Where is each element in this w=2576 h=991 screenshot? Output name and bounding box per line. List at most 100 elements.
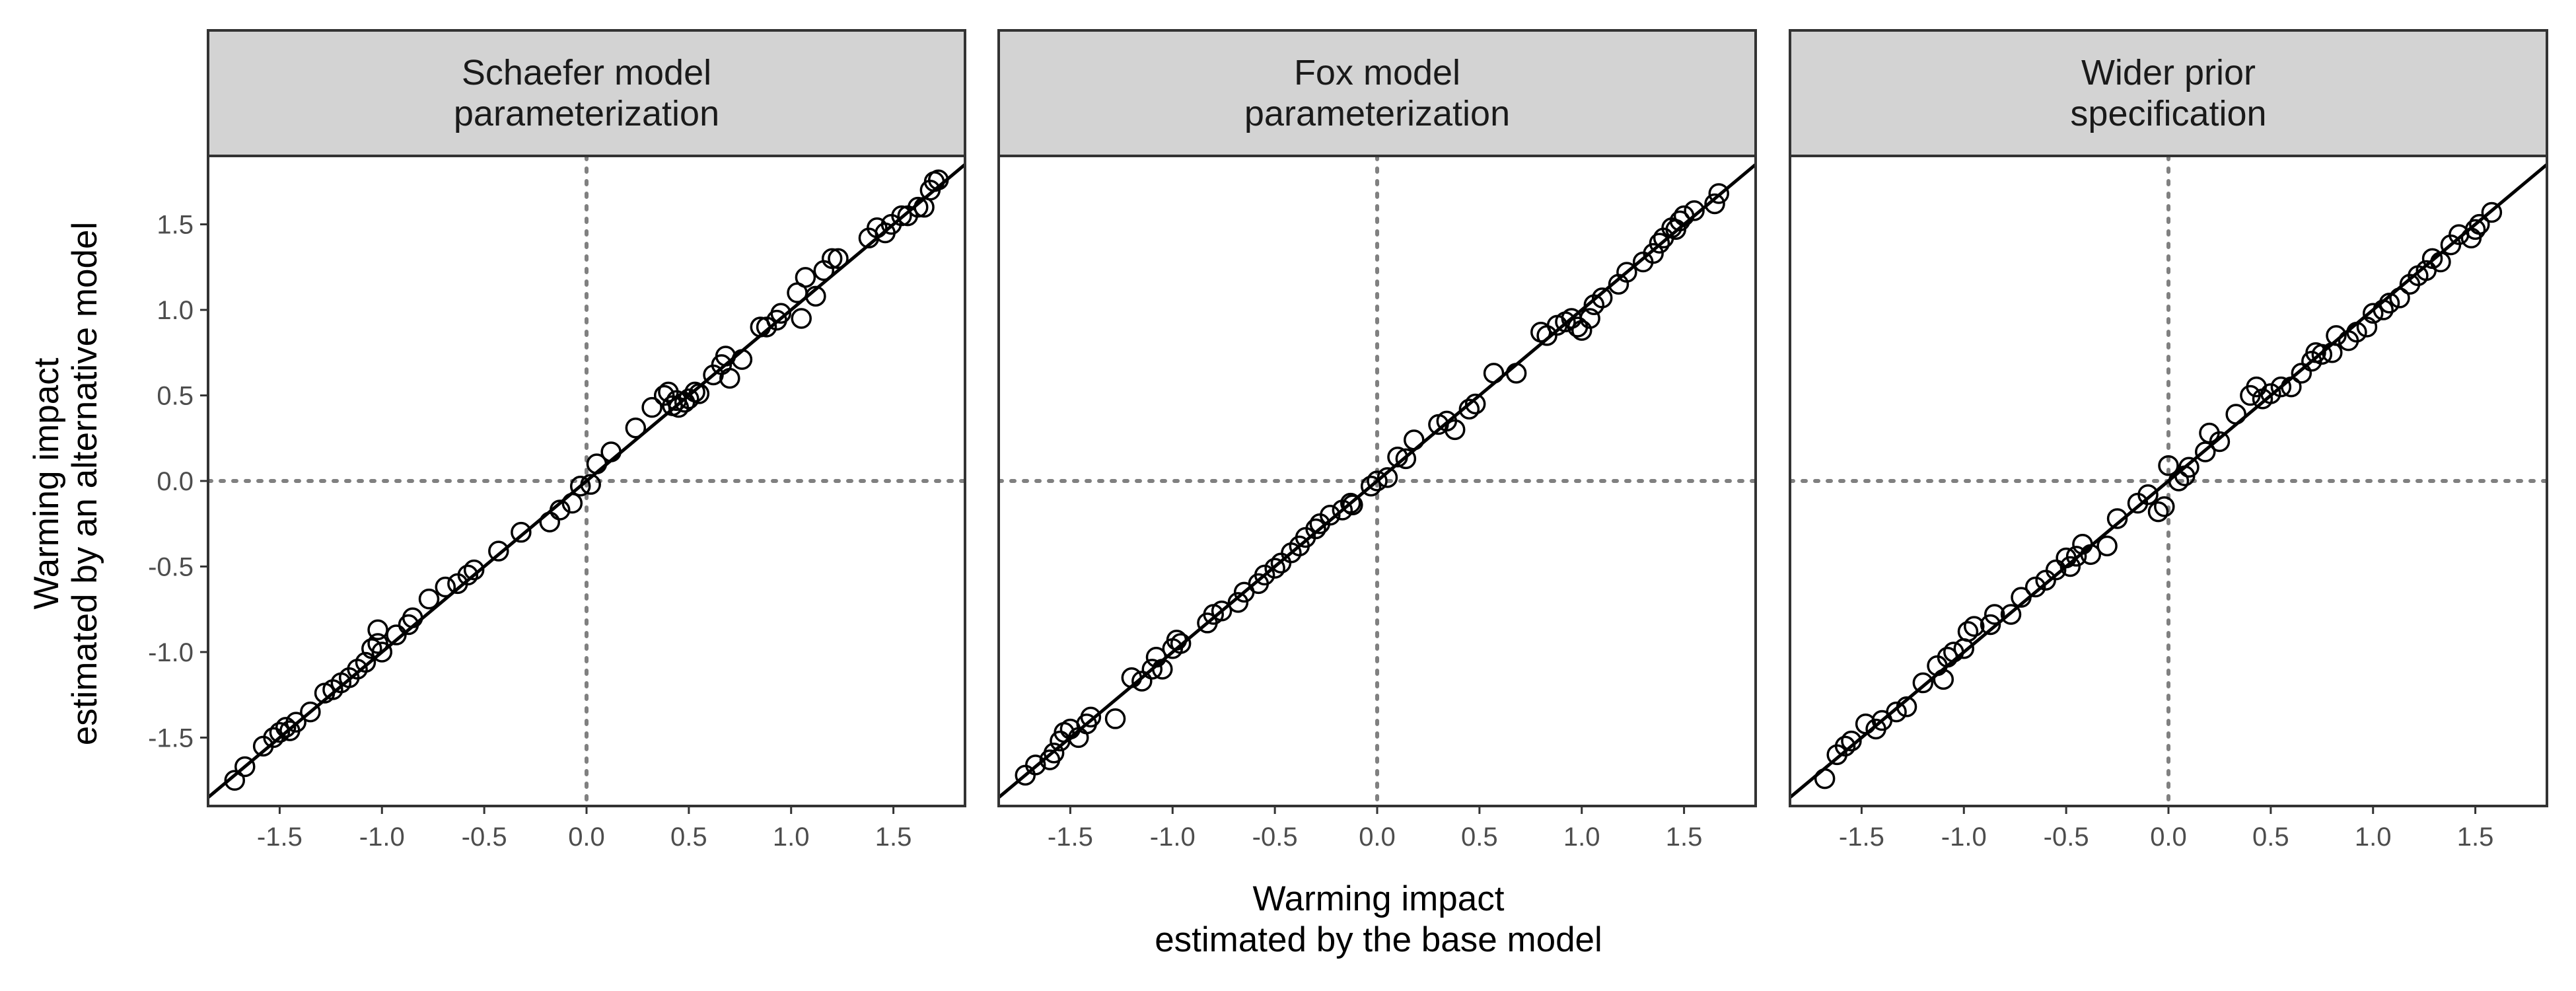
- y-tick-label: 1.0: [157, 296, 194, 325]
- data-point: [418, 588, 440, 610]
- data-point: [1131, 671, 1153, 692]
- data-point: [1579, 308, 1600, 329]
- data-point: [1708, 183, 1729, 204]
- data-point: [1643, 242, 1664, 264]
- x-tick-label: 1.0: [1563, 823, 1600, 852]
- data-point: [791, 308, 812, 329]
- data-point: [1170, 633, 1192, 654]
- data-point: [2379, 292, 2400, 314]
- data-point: [1464, 393, 1486, 415]
- x-tick-label: -1.5: [1839, 823, 1884, 852]
- strip-title-line1: Schaefer model: [462, 53, 711, 92]
- data-point: [361, 638, 382, 659]
- data-point: [1814, 768, 1836, 789]
- data-point: [2225, 404, 2246, 425]
- x-tick-label: 0.5: [670, 823, 707, 852]
- data-point: [511, 521, 532, 543]
- data-point: [463, 559, 485, 581]
- data-point: [457, 564, 479, 586]
- data-point: [821, 248, 843, 270]
- y-tick-label: 0.5: [157, 382, 194, 411]
- data-point: [2311, 344, 2333, 365]
- data-point: [234, 756, 256, 778]
- strip-title-line1: Wider prior: [2081, 53, 2256, 92]
- x-tick-label: -1.0: [1941, 823, 1987, 852]
- data-point: [2080, 544, 2102, 566]
- data-point: [1305, 518, 1326, 540]
- data-point: [1141, 659, 1163, 680]
- data-point: [2024, 576, 2046, 598]
- x-axis-title-line1: Warming impact: [1253, 879, 1505, 918]
- data-point: [367, 619, 388, 641]
- data-point: [2209, 431, 2231, 453]
- data-point: [1395, 448, 1417, 470]
- data-point: [2469, 213, 2490, 235]
- data-point: [1152, 659, 1173, 680]
- data-point: [285, 712, 306, 733]
- data-point: [2291, 363, 2312, 384]
- data-point: [1669, 210, 1691, 232]
- data-point: [2389, 287, 2410, 309]
- y-axis-title: Warming impact estimated by an alternati…: [27, 222, 104, 746]
- data-point: [1964, 616, 1985, 637]
- data-point: [1387, 446, 1408, 468]
- data-point: [1957, 621, 1979, 642]
- data-point: [1834, 735, 1856, 757]
- data-point: [1896, 696, 1917, 717]
- strip-background: [207, 29, 966, 157]
- data-point: [386, 624, 407, 645]
- data-point: [1121, 667, 1143, 688]
- data-point: [1704, 193, 1725, 215]
- data-point: [828, 248, 849, 270]
- data-point: [586, 453, 608, 474]
- data-point: [2147, 501, 2169, 523]
- data-point: [678, 388, 699, 410]
- data-point: [1616, 262, 1637, 283]
- data-point: [641, 396, 662, 418]
- data-point: [2481, 202, 2503, 223]
- data-point: [402, 607, 423, 628]
- data-point: [488, 540, 509, 562]
- y-tick-label: 0.0: [157, 467, 194, 496]
- data-point: [1320, 505, 1341, 526]
- plot-area: [999, 156, 1756, 806]
- x-tick-label: -0.5: [1252, 823, 1298, 852]
- data-point: [2430, 251, 2451, 273]
- data-point: [2045, 559, 2067, 581]
- data-point: [1342, 494, 1363, 516]
- x-tick-label: -1.0: [359, 823, 405, 852]
- data-point: [371, 642, 393, 663]
- x-tick-label: 1.5: [875, 823, 912, 852]
- data-point: [300, 701, 321, 723]
- plot-area: [1790, 156, 2547, 806]
- x-tick-label: 0.0: [2150, 823, 2187, 852]
- data-point: [1673, 205, 1695, 227]
- data-point: [2096, 535, 2118, 557]
- data-point: [1505, 363, 1527, 384]
- data-point: [569, 476, 591, 497]
- x-tick-label: 1.5: [1666, 823, 1703, 852]
- x-tick-label: 0.0: [1359, 823, 1396, 852]
- strip-title-line1: Fox model: [1294, 53, 1460, 92]
- data-point: [1684, 200, 1705, 221]
- data-point: [805, 285, 826, 307]
- x-tick-label: 0.5: [1461, 823, 1498, 852]
- data-point: [1367, 470, 1388, 492]
- data-point: [561, 492, 583, 514]
- data-point: [539, 511, 560, 532]
- data-point: [1025, 754, 1046, 776]
- data-point: [731, 349, 753, 370]
- y-tick-label: 1.5: [157, 211, 194, 240]
- data-point: [1254, 564, 1275, 586]
- data-point: [2373, 299, 2394, 320]
- plot-area: [208, 156, 965, 806]
- y-axis-title-line2: estimated by an alternative model: [65, 222, 104, 746]
- data-point: [580, 474, 601, 495]
- data-point: [1340, 492, 1361, 514]
- strip-background: [997, 29, 1757, 157]
- data-point: [1855, 713, 1877, 735]
